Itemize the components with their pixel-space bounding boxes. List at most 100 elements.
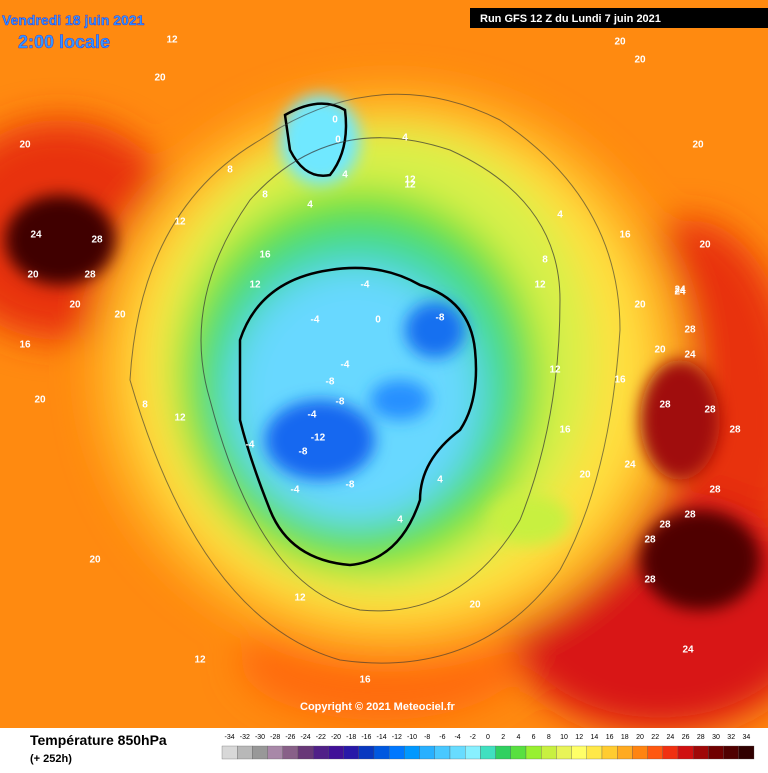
scale-swatch: [282, 745, 299, 760]
scale-swatch: [267, 745, 283, 760]
scale-swatch: [662, 745, 679, 760]
scale-label: 2: [501, 734, 505, 741]
contour-label: 12: [249, 280, 261, 291]
contour-label: 20: [654, 345, 666, 356]
contour-label: -8: [436, 313, 445, 324]
scale-label: 26: [682, 734, 690, 741]
contour-label: 16: [259, 250, 271, 261]
scale-label: -28: [270, 734, 280, 741]
contour-label: 24: [674, 285, 686, 296]
color-scale: -34 -32 -30 -28 -26 -24 -22 -20 -18 -16 -14 -12 -10-…: [221, 734, 755, 760]
contour-label: 20: [634, 300, 646, 311]
contour-label: 16: [619, 230, 631, 241]
scale-swatch: [495, 745, 511, 760]
contour-label: 12: [294, 593, 306, 604]
scale-swatch: [297, 745, 314, 760]
scale-swatch: [647, 745, 663, 760]
contour-label: 12: [404, 180, 416, 191]
contour-label: -4: [341, 360, 350, 371]
contour-label: 12: [166, 35, 178, 46]
contour-label: 16: [614, 375, 626, 386]
scale-swatch: [419, 745, 435, 760]
contour-label: 28: [644, 575, 656, 586]
scale-swatch: [313, 745, 329, 760]
scale-label: 14: [591, 734, 599, 741]
contour-label: -8: [336, 397, 345, 408]
contour-label: 24: [682, 645, 694, 656]
scale-swatch: [328, 745, 344, 760]
contour-label: 20: [69, 300, 81, 311]
scale-swatch: [556, 745, 572, 760]
scale-swatch: [708, 745, 724, 760]
contour-label: 28: [84, 270, 96, 281]
contour-label: 8: [262, 190, 268, 201]
contour-label: -8: [326, 377, 335, 388]
contour-label: 4: [342, 170, 348, 181]
contour-label: 4: [402, 133, 408, 144]
scale-label: 30: [712, 734, 720, 741]
scale-label: 6: [532, 734, 536, 741]
scale-swatch: [358, 745, 375, 760]
contour-label: 20: [34, 395, 46, 406]
contour-label: 24: [674, 287, 686, 298]
contour-label: 12: [174, 217, 186, 228]
scale-label: -24: [301, 734, 311, 741]
scale-label: -10: [407, 734, 417, 741]
scale-label: 22: [651, 734, 659, 741]
contour-label: 20: [114, 310, 126, 321]
scale-label: 20: [636, 734, 644, 741]
contour-label: -12: [311, 433, 326, 444]
contour-label: 20: [614, 37, 626, 48]
contour-label: 28: [644, 535, 656, 546]
contour-label: 24: [30, 230, 42, 241]
contour-label: -4: [308, 410, 317, 421]
scale-swatch: [237, 745, 253, 760]
scale-label: -32: [240, 734, 250, 741]
scale-label: 28: [697, 734, 705, 741]
scale-label: -20: [331, 734, 341, 741]
scale-swatch: [571, 745, 587, 760]
contour-label: 28: [659, 400, 671, 411]
scale-label: -14: [377, 734, 387, 741]
contour-label: 20: [699, 240, 711, 251]
scale-label: -2: [470, 734, 476, 741]
contour-label: 20: [692, 140, 704, 151]
contour-label: 12: [404, 175, 416, 186]
scale-swatch: [738, 745, 755, 760]
scale-label: -12: [392, 734, 402, 741]
contour-label: 28: [91, 235, 103, 246]
contour-label: 0: [335, 135, 341, 146]
scale-swatch: [389, 745, 405, 760]
scale-swatch: [617, 745, 633, 760]
contour-label: 8: [227, 165, 233, 176]
contour-label: 4: [557, 210, 563, 221]
scale-label: 10: [560, 734, 568, 741]
contour-label: -4: [311, 315, 320, 326]
scale-label: 18: [621, 734, 629, 741]
contour-label: 12: [174, 413, 186, 424]
contour-label: 28: [684, 510, 696, 521]
scale-label: -26: [285, 734, 295, 741]
contour-label: 16: [559, 425, 571, 436]
date-label: Vendredi 18 juin 2021: [2, 12, 145, 28]
contour-label: -8: [346, 480, 355, 491]
contour-label: 28: [704, 405, 716, 416]
footer-lead: (+ 252h): [30, 753, 72, 765]
scale-label: -8: [424, 734, 430, 741]
contour-label: 20: [634, 55, 646, 66]
scale-swatch: [601, 745, 618, 760]
contour-label: 20: [89, 555, 101, 566]
scale-swatch: [586, 745, 603, 760]
scale-swatch: [677, 745, 694, 760]
scale-swatch: [221, 745, 238, 760]
scale-swatch: [480, 745, 496, 760]
scale-label: -30: [255, 734, 265, 741]
contour-label: 0: [375, 315, 381, 326]
contour-label: 0: [332, 115, 338, 126]
contour-label: 28: [684, 325, 696, 336]
scale-swatch: [693, 745, 709, 760]
scale-label: 32: [727, 734, 735, 741]
footer-title: Température 850hPa: [30, 732, 167, 748]
contour-label: 4: [437, 475, 443, 486]
scale-label: 0: [486, 734, 490, 741]
